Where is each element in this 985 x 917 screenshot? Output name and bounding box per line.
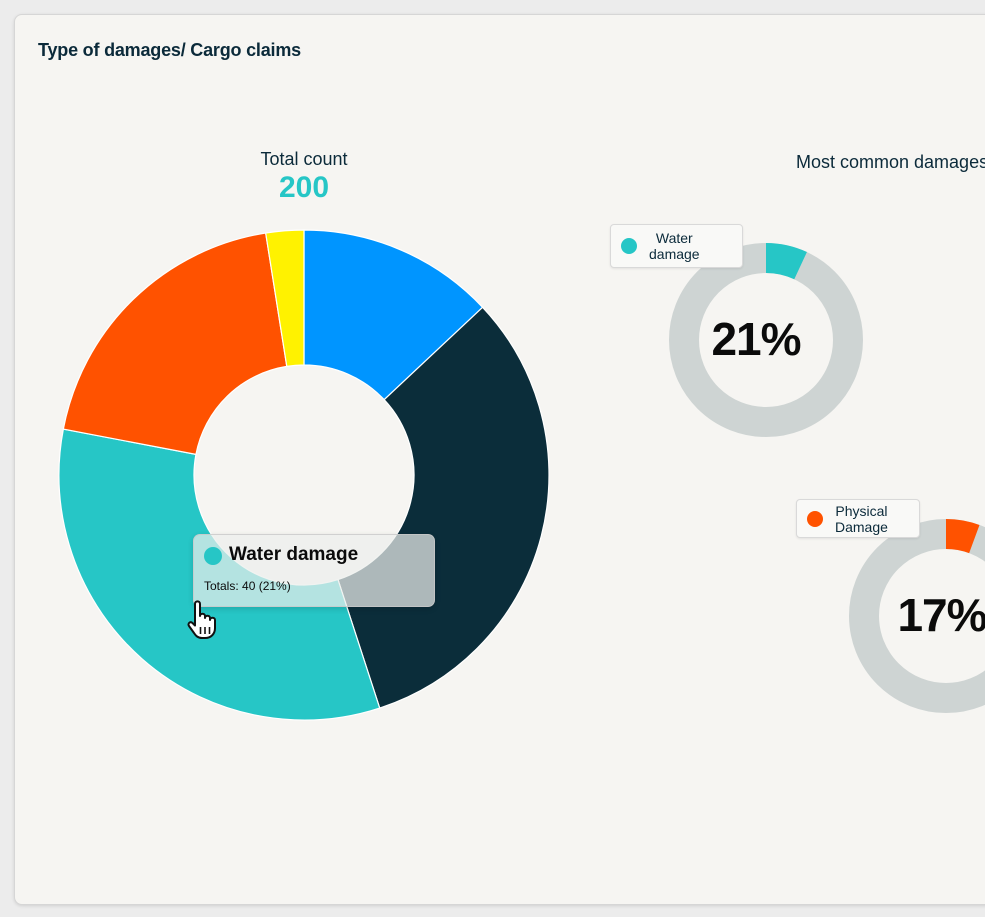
hand-pointer-icon	[187, 600, 216, 639]
hover-tooltip: Water damage Totals: 40 (21%)	[193, 534, 435, 607]
donut-value-arc-physical-damage[interactable]	[946, 519, 980, 554]
tooltip-color-dot	[204, 547, 222, 565]
total-count-value: 200	[278, 171, 330, 204]
tooltip-title: Water damage	[229, 544, 359, 565]
legend-dot	[807, 510, 823, 527]
legend-line-1: Water	[655, 230, 693, 246]
card-title: Type of damages/ Cargo claims	[38, 40, 301, 60]
donut-slice-physical-damage[interactable]	[62, 232, 288, 456]
donut-value-arc-water-damage[interactable]	[766, 243, 807, 280]
legend-chip-physical-damage: Physical Damage	[796, 499, 920, 538]
legend-line-1: Physical	[835, 502, 888, 519]
legend-chip-water-damage: Water damage	[610, 224, 743, 268]
donut-slice-dark-category[interactable]	[337, 306, 550, 709]
donut-slice-yellow-category[interactable]	[264, 229, 305, 368]
donut-slice-blue-category[interactable]	[303, 229, 484, 401]
water-damage-percent: 21%	[711, 313, 801, 365]
legend-line-2: damage	[649, 246, 700, 262]
total-count-label: Total count	[260, 149, 348, 169]
tooltip-totals: Totals: 40 (21%)	[204, 579, 291, 593]
most-common-title: Most common damages	[796, 152, 985, 172]
physical-damage-percent: 17%	[897, 589, 985, 641]
legend-line-2: Damage	[835, 518, 888, 535]
legend-dot	[621, 238, 637, 254]
